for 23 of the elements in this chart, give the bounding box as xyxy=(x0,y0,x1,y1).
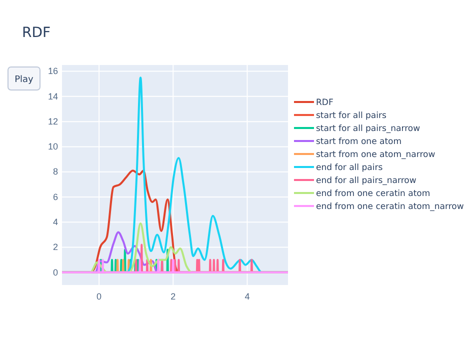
legend-label: RDF xyxy=(316,98,334,108)
x-tick-label: 4 xyxy=(244,291,250,302)
y-tick-label: 8 xyxy=(52,166,58,177)
y-tick-label: 4 xyxy=(52,217,58,228)
play-button: Play xyxy=(8,66,40,90)
y-tick-label: 14 xyxy=(48,91,58,102)
y-tick-label: 2 xyxy=(52,242,58,252)
y-tick-label: 16 xyxy=(48,66,58,76)
y-tick-label: 6 xyxy=(52,192,58,202)
y-tick-label: 0 xyxy=(52,267,58,278)
legend-label: end for all pairs_narrow xyxy=(316,176,416,186)
legend-label: end for all pairs xyxy=(316,163,384,173)
legend-label: start for all pairs xyxy=(316,111,387,121)
legend-label: end from one ceratin atom_narrow xyxy=(316,202,464,212)
x-tick-label: 2 xyxy=(170,291,176,302)
legend-label: start from one atom xyxy=(316,137,402,147)
x-tick-label: 0 xyxy=(96,291,102,302)
legend-label: start for all pairs_narrow xyxy=(316,124,420,134)
legend-label: end from one ceratin atom xyxy=(316,189,430,199)
y-tick-label: 12 xyxy=(48,116,58,126)
chart-title: RDF xyxy=(22,25,51,41)
legend-label: start from one atom_narrow xyxy=(316,150,436,160)
y-tick-label: 10 xyxy=(48,142,58,152)
